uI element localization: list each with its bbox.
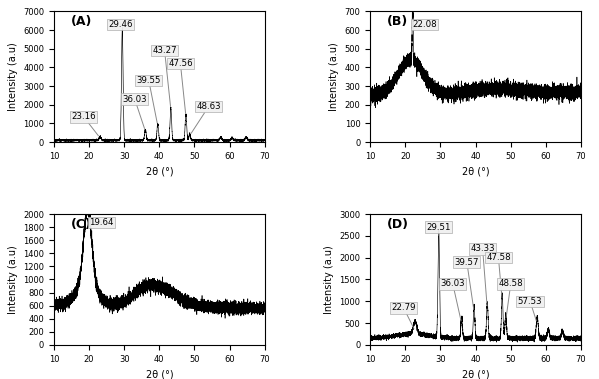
Text: 36.03: 36.03 bbox=[122, 95, 147, 128]
X-axis label: 2θ (°): 2θ (°) bbox=[462, 369, 489, 379]
Text: 48.63: 48.63 bbox=[191, 102, 221, 133]
Text: 36.03: 36.03 bbox=[440, 279, 465, 321]
Text: 47.56: 47.56 bbox=[168, 59, 193, 113]
Text: 39.57: 39.57 bbox=[455, 258, 479, 309]
Text: 48.58: 48.58 bbox=[498, 279, 523, 318]
Text: (C): (C) bbox=[71, 218, 92, 231]
Text: (A): (A) bbox=[71, 15, 92, 28]
Text: 19.64: 19.64 bbox=[89, 218, 114, 227]
X-axis label: 2θ (°): 2θ (°) bbox=[146, 369, 173, 379]
X-axis label: 2θ (°): 2θ (°) bbox=[146, 166, 173, 177]
X-axis label: 2θ (°): 2θ (°) bbox=[462, 166, 489, 177]
Text: 47.58: 47.58 bbox=[486, 253, 511, 298]
Y-axis label: Intensity (a.u): Intensity (a.u) bbox=[329, 42, 339, 111]
Text: 22.08: 22.08 bbox=[412, 20, 437, 29]
Text: 29.51: 29.51 bbox=[426, 223, 451, 235]
Text: (D): (D) bbox=[387, 218, 409, 231]
Text: (B): (B) bbox=[387, 15, 409, 28]
Text: 39.55: 39.55 bbox=[137, 76, 161, 123]
Text: 29.46: 29.46 bbox=[108, 20, 133, 29]
Text: 57.53: 57.53 bbox=[518, 297, 542, 321]
Text: 43.27: 43.27 bbox=[152, 46, 177, 106]
Text: 22.79: 22.79 bbox=[391, 303, 416, 329]
Text: 43.33: 43.33 bbox=[470, 244, 495, 306]
Y-axis label: Intensity (a.u): Intensity (a.u) bbox=[8, 42, 17, 111]
Y-axis label: Intensity (a.u): Intensity (a.u) bbox=[8, 245, 17, 314]
Text: 23.16: 23.16 bbox=[71, 113, 98, 136]
Y-axis label: Intensity (a.u): Intensity (a.u) bbox=[324, 245, 334, 314]
